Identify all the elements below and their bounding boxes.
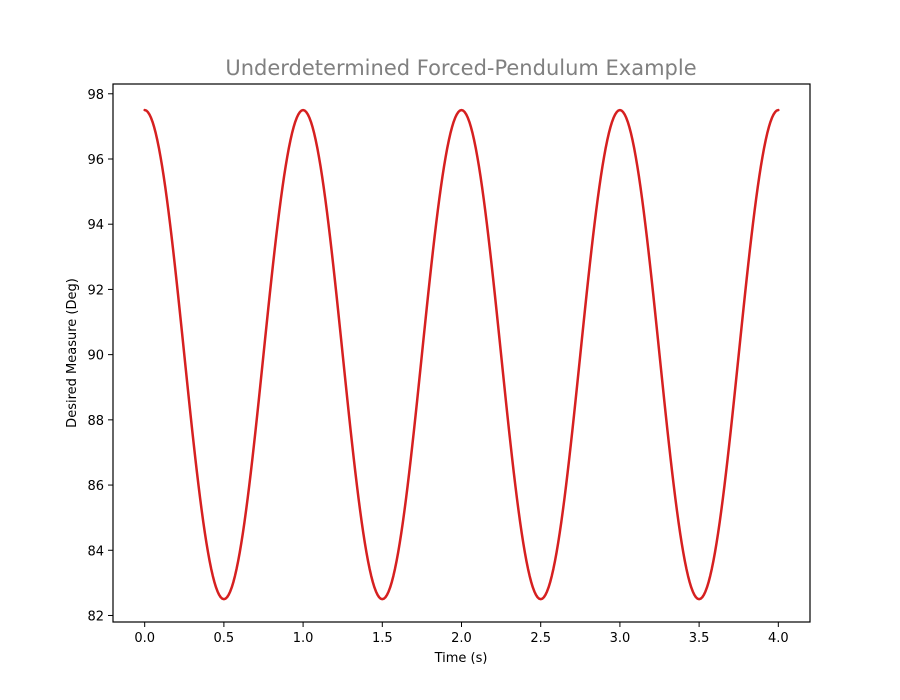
x-tick-label: 1.5 bbox=[372, 631, 393, 646]
series-line bbox=[143, 108, 780, 601]
x-tick-label: 4.0 bbox=[768, 631, 789, 646]
y-tick-label: 86 bbox=[87, 479, 104, 494]
x-tick-label: 3.0 bbox=[610, 631, 631, 646]
x-tick-label: 2.0 bbox=[451, 631, 472, 646]
y-axis-ticks: 82 84 86 88 90 92 94 96 98 bbox=[87, 88, 113, 624]
y-tick-label: 98 bbox=[87, 88, 104, 103]
x-tick-label: 0.5 bbox=[214, 631, 235, 646]
y-tick-label: 92 bbox=[87, 283, 104, 298]
y-tick-label: 96 bbox=[87, 153, 104, 168]
x-tick-label: 2.5 bbox=[530, 631, 551, 646]
y-tick-label: 90 bbox=[87, 349, 104, 364]
plot-frame bbox=[112, 83, 811, 623]
y-tick-label: 82 bbox=[87, 609, 104, 624]
x-axis-ticks: 0.0 0.5 1.0 1.5 2.0 2.5 3.0 3.5 4.0 bbox=[134, 622, 789, 646]
x-tick-label: 1.0 bbox=[293, 631, 314, 646]
plot-area bbox=[112, 83, 811, 623]
x-tick-label: 3.5 bbox=[689, 631, 710, 646]
y-tick-label: 88 bbox=[87, 414, 104, 429]
x-axis-label: Time (s) bbox=[434, 651, 488, 666]
y-tick-label: 94 bbox=[87, 218, 104, 233]
chart-title: Underdetermined Forced-Pendulum Example bbox=[225, 56, 696, 80]
y-tick-label: 84 bbox=[87, 544, 104, 559]
x-tick-label: 0.0 bbox=[134, 631, 155, 646]
y-axis-label: Desired Measure (Deg) bbox=[65, 278, 80, 428]
